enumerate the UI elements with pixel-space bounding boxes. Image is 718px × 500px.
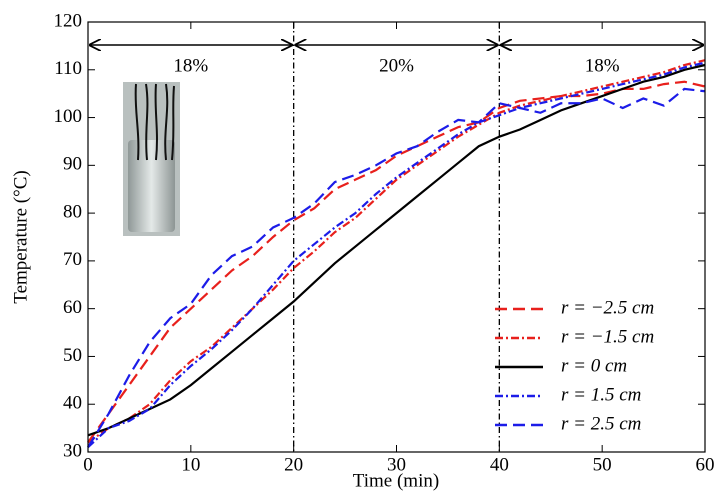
x-tick-label: 10 (181, 454, 200, 475)
series-line (87, 80, 706, 444)
annotation: 20% (379, 55, 414, 76)
plot-frame (87, 21, 706, 453)
x-tick-label: 40 (490, 454, 509, 475)
x-tick-label: 0 (83, 454, 93, 475)
y-tick-label: 110 (54, 58, 82, 79)
legend-label: r = 0 cm (561, 355, 627, 376)
y-tick-label: 70 (63, 249, 82, 270)
legend-label: r = −1.5 cm (561, 326, 654, 347)
y-tick-label: 30 (63, 440, 82, 461)
x-tick-label: 30 (387, 454, 406, 475)
legend-label: r = 1.5 cm (561, 384, 641, 405)
y-axis-label: Temperature (°C) (10, 170, 31, 303)
legend-label: r = −2.5 cm (561, 297, 654, 318)
annotation: 18% (585, 55, 620, 76)
x-axis-label: Time (min) (353, 470, 439, 491)
y-tick-label: 90 (63, 154, 82, 175)
series-line (87, 59, 706, 444)
y-tick-label: 120 (54, 10, 83, 31)
x-tick-label: 60 (696, 454, 715, 475)
x-tick-label: 20 (284, 454, 303, 475)
y-tick-label: 50 (63, 345, 82, 366)
series-line (87, 63, 706, 437)
y-tick-label: 100 (54, 106, 83, 127)
legend-label: r = 2.5 cm (561, 413, 641, 434)
x-tick-label: 50 (593, 454, 612, 475)
y-tick-label: 80 (63, 201, 82, 222)
inset-photo (123, 82, 180, 236)
y-tick-label: 60 (63, 297, 82, 318)
y-tick-label: 40 (63, 393, 82, 414)
annotation: 18% (173, 55, 208, 76)
series-line (87, 61, 706, 449)
series-line (87, 87, 706, 448)
